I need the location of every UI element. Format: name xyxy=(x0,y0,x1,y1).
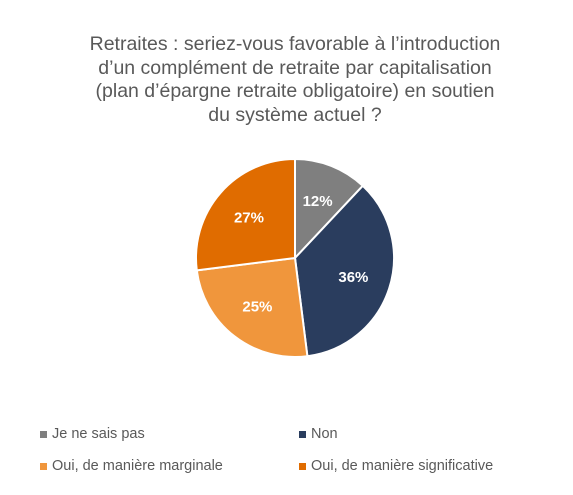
legend-item-je-ne-sais-pas: Je ne sais pas xyxy=(40,426,145,442)
legend-swatch xyxy=(299,462,306,470)
pie-slice xyxy=(195,157,296,272)
pie-slice xyxy=(293,184,395,358)
legend-label: Oui, de manière marginale xyxy=(52,458,223,474)
slice-data-label: 25% xyxy=(242,298,272,315)
legend-swatch xyxy=(299,430,306,438)
chart-title: Retraites : seriez-vous favorable à l’in… xyxy=(40,33,550,127)
legend-swatch xyxy=(40,462,47,470)
pie-slice xyxy=(195,256,309,358)
legend-label: Non xyxy=(311,426,338,442)
slice-data-label: 36% xyxy=(338,269,368,286)
pie-slice xyxy=(294,157,365,261)
chart-title-line: d’un complément de retraite par capitali… xyxy=(98,56,492,79)
legend-item-non: Non xyxy=(299,426,338,442)
legend-swatch xyxy=(40,430,47,438)
chart-title-line: Retraites : seriez-vous favorable à l’in… xyxy=(89,33,501,55)
slice-data-label: 12% xyxy=(303,193,333,210)
legend-label: Je ne sais pas xyxy=(52,426,145,442)
legend-item-oui-significative: Oui, de manière significative xyxy=(299,458,493,474)
chart-title-line: (plan d’épargne retraite obligatoire) en… xyxy=(95,80,495,102)
legend-label: Oui, de manière significative xyxy=(311,458,494,474)
chart-title-line: du système actuel ? xyxy=(208,103,382,126)
slice-data-label: 27% xyxy=(234,209,264,226)
legend-item-oui-marginale: Oui, de manière marginale xyxy=(40,458,223,474)
